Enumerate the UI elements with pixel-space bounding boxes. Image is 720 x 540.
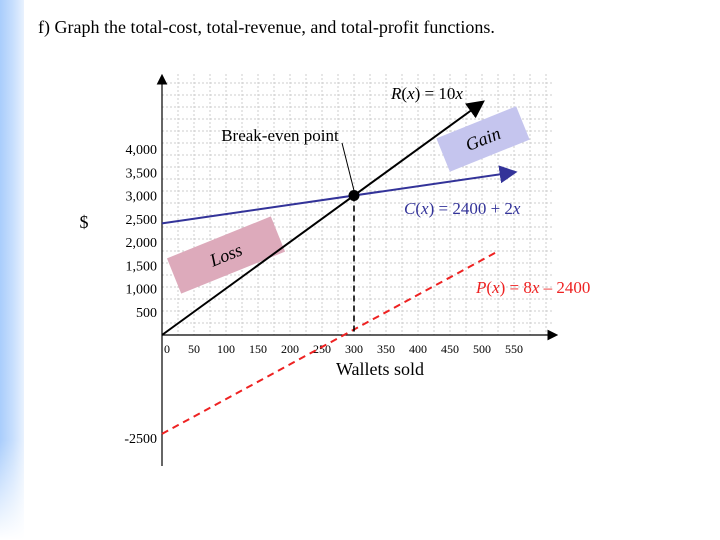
y-tick-label: 3,000 [126,190,158,205]
y-tick-label: 2,000 [126,236,158,251]
cost-line [161,165,518,225]
x-tick-label: 350 [377,342,395,356]
profit-equation-label: P(x) = 8x – 2400 [475,278,590,297]
x-tick-label: 50 [188,342,200,356]
revenue-equation-label: R(x) = 10x [390,84,463,103]
y-tick-label: 500 [136,306,157,321]
annotations: Break-even point R(x) = 10x C(x) = 2400 + … [221,84,590,335]
cost-equation-label: C(x) = 2400 + 2x [404,199,521,218]
revenue-line [161,100,485,336]
x-tick-label: 250 [313,342,331,356]
x-tick-label: 550 [505,342,523,356]
y-tick-label: 1,000 [126,283,158,298]
y-tick-label: 4,000 [126,143,158,158]
break-even-marker [348,190,360,201]
x-tick-label: 400 [409,342,427,356]
y-tick-label: 3,500 [126,166,158,181]
x-tick-label: 150 [249,342,267,356]
x-tick-label: 0 [164,342,170,356]
x-tick-label: 450 [441,342,459,356]
x-axis-label: Wallets sold [336,359,424,379]
x-tick-label: 200 [281,342,299,356]
series [161,100,518,435]
gain-region: Gain [436,106,530,172]
loss-region: Loss [166,216,286,294]
grid [162,74,552,335]
break-even-label: Break-even point [221,126,339,145]
axes: 0 50 100 150 200 250 300 350 400 450 500 550 500 1,00… [80,73,559,466]
break-even-leader [341,142,355,191]
y-tick-label: 1,500 [126,259,158,274]
y-axis-label: $ [80,212,89,232]
slide-heading: f) Graph the total-cost, total-revenue, … [38,17,495,37]
x-tick-label: 100 [217,342,235,356]
x-tick-label: 500 [473,342,491,356]
gain-region-box [436,106,530,172]
profit-line [161,250,499,435]
y-tick-label: 2,500 [126,213,158,228]
side-accent-fade [0,440,24,540]
x-tick-label: 300 [345,342,363,356]
regions: Gain Loss [166,106,530,294]
loss-region-box [166,216,286,294]
y-tick-label: -2500 [124,432,157,447]
